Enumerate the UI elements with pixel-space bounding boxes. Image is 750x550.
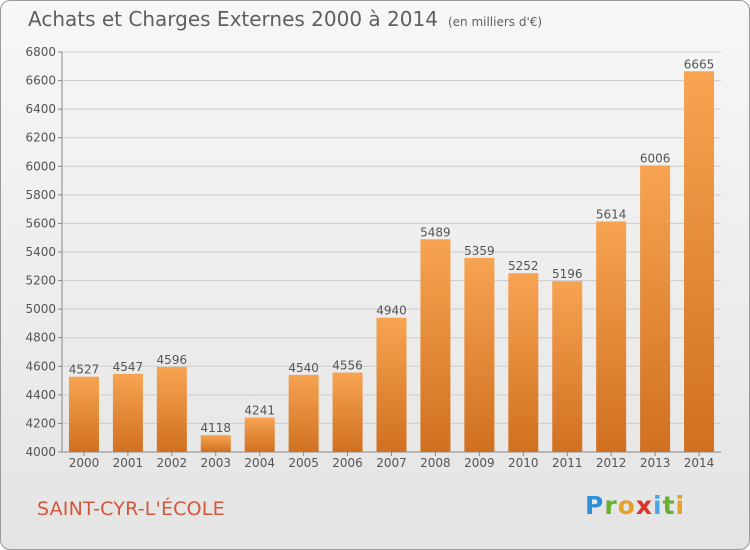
y-tick-label: 4200 xyxy=(25,416,56,430)
data-label: 5614 xyxy=(596,207,627,221)
x-tick-label: 2011 xyxy=(552,456,583,470)
axes: 4000 4200 4400 4600 4800 5000 5200 5400 5600 5800… xyxy=(25,45,721,470)
x-tick-label: 2000 xyxy=(69,456,100,470)
y-tick-label: 6000 xyxy=(25,159,56,173)
bar xyxy=(640,165,671,452)
y-tick-label: 6600 xyxy=(25,74,56,88)
data-label: 5252 xyxy=(508,259,539,273)
data-label: 4596 xyxy=(157,353,188,367)
bar xyxy=(200,435,231,452)
x-tick-label: 2010 xyxy=(508,456,539,470)
data-label: 4547 xyxy=(113,360,144,374)
chart-subtitle: (en milliers d'€) xyxy=(447,15,543,29)
data-label: 4556 xyxy=(332,359,363,373)
x-tick-label: 2005 xyxy=(288,456,319,470)
data-label: 5196 xyxy=(552,267,583,281)
place-name: SAINT-CYR-L'ÉCOLE xyxy=(37,498,225,520)
data-label: 4241 xyxy=(244,404,275,418)
bar xyxy=(508,273,539,452)
proxiti-logo: Proxiti xyxy=(585,491,686,520)
y-tick-label: 5400 xyxy=(25,245,56,259)
y-tick-label: 4800 xyxy=(25,331,56,345)
data-label: 6665 xyxy=(684,57,715,71)
x-tick-label: 2013 xyxy=(640,456,671,470)
x-tick-label: 2014 xyxy=(684,456,715,470)
data-label: 4540 xyxy=(288,361,319,375)
x-tick-label: 2004 xyxy=(244,456,275,470)
y-tick-label: 4000 xyxy=(25,445,56,459)
y-tick-label: 5000 xyxy=(25,302,56,316)
x-tick-label: 2001 xyxy=(113,456,144,470)
data-label: 4527 xyxy=(69,363,100,377)
x-tick-label: 2008 xyxy=(420,456,451,470)
y-tick-label: 5800 xyxy=(25,188,56,202)
x-tick-label: 2002 xyxy=(157,456,188,470)
x-tick-label: 2007 xyxy=(376,456,407,470)
bar xyxy=(288,374,319,452)
data-label: 4940 xyxy=(376,304,407,318)
y-tick-label: 6800 xyxy=(25,45,56,59)
chart-title-block: Achats et Charges Externes 2000 à 2014 (e… xyxy=(28,7,542,31)
y-tick-label: 6200 xyxy=(25,131,56,145)
data-label: 4118 xyxy=(200,421,231,435)
data-label: 5489 xyxy=(420,225,451,239)
x-tick-label: 2009 xyxy=(464,456,495,470)
data-label: 6006 xyxy=(640,151,671,165)
x-tick-label: 2003 xyxy=(200,456,231,470)
bar xyxy=(244,417,275,452)
bar xyxy=(112,373,143,452)
y-tick-label: 6400 xyxy=(25,102,56,116)
bar xyxy=(156,366,187,452)
bar xyxy=(332,372,363,452)
bar xyxy=(464,257,495,452)
y-tick-label: 4400 xyxy=(25,388,56,402)
x-tick-label: 2006 xyxy=(332,456,363,470)
bar xyxy=(552,281,583,452)
x-tick-label: 2012 xyxy=(596,456,627,470)
data-label: 5359 xyxy=(464,244,495,258)
bar xyxy=(684,71,715,453)
bar xyxy=(68,376,99,452)
bar xyxy=(376,317,407,452)
bar xyxy=(596,221,627,452)
bars xyxy=(68,71,715,453)
chart-title: Achats et Charges Externes 2000 à 2014 xyxy=(28,7,438,31)
y-tick-label: 5200 xyxy=(25,274,56,288)
y-tick-label: 5600 xyxy=(25,216,56,230)
bar xyxy=(420,239,451,452)
data-labels: 4527 4547 4596 4118 4241 4540 4556 4940 5489 5359… xyxy=(69,57,715,435)
y-tick-label: 4600 xyxy=(25,359,56,373)
